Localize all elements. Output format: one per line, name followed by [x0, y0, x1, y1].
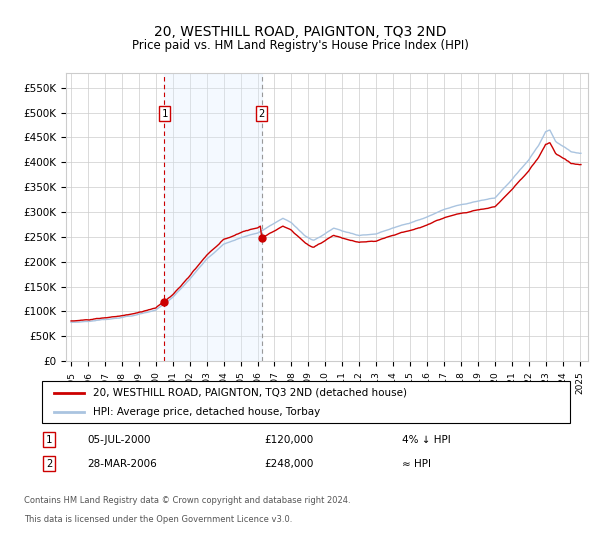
Text: 4% ↓ HPI: 4% ↓ HPI [402, 435, 451, 445]
Text: HPI: Average price, detached house, Torbay: HPI: Average price, detached house, Torb… [93, 407, 320, 417]
Text: 28-MAR-2006: 28-MAR-2006 [87, 459, 157, 469]
Text: 2: 2 [46, 459, 52, 469]
Text: This data is licensed under the Open Government Licence v3.0.: This data is licensed under the Open Gov… [24, 515, 292, 524]
Text: £248,000: £248,000 [264, 459, 313, 469]
Text: 1: 1 [161, 109, 167, 119]
Text: 05-JUL-2000: 05-JUL-2000 [87, 435, 151, 445]
Text: Contains HM Land Registry data © Crown copyright and database right 2024.: Contains HM Land Registry data © Crown c… [24, 496, 350, 505]
Text: 20, WESTHILL ROAD, PAIGNTON, TQ3 2ND (detached house): 20, WESTHILL ROAD, PAIGNTON, TQ3 2ND (de… [93, 388, 407, 398]
Text: 2: 2 [259, 109, 265, 119]
Text: 20, WESTHILL ROAD, PAIGNTON, TQ3 2ND: 20, WESTHILL ROAD, PAIGNTON, TQ3 2ND [154, 25, 446, 39]
Text: 1: 1 [46, 435, 52, 445]
Text: ≈ HPI: ≈ HPI [402, 459, 431, 469]
Text: £120,000: £120,000 [264, 435, 313, 445]
Bar [164, 73, 262, 361]
Text: Price paid vs. HM Land Registry's House Price Index (HPI): Price paid vs. HM Land Registry's House … [131, 39, 469, 52]
